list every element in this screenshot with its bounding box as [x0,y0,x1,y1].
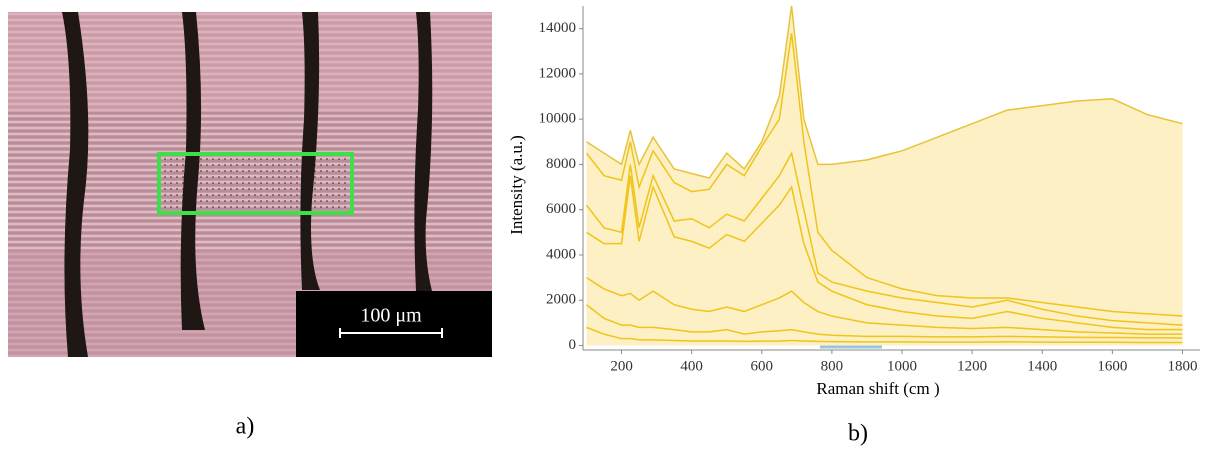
y-tick-label: 14000 [539,20,577,36]
spectrum-line [586,5,1183,179]
x-tick-label: 1600 [1097,358,1127,374]
area [586,6,1183,346]
spectrum-line [586,175,1183,331]
x-axis-label: Raman shift (cm ) [816,379,939,398]
x-tick-label: 1000 [887,358,917,374]
y-axis-label: Intensity (a.u.) [507,135,526,235]
x-tick-label: 1200 [957,358,987,374]
scale-bar-label: 100 μm [360,305,422,327]
x-tick-label: 200 [610,358,633,374]
spectrum-line [586,326,1183,344]
plot: 0 2000 4000 6000 8000 10000 12000 14000 200 400 60… [539,5,1200,374]
caption-a: a) [236,414,255,440]
x-tick-label: 600 [751,358,774,374]
x-tick-label: 400 [680,358,703,374]
x-tick-label: 800 [821,358,844,374]
y-tick-label: 0 [569,337,577,353]
micrograph: 100 μm [8,12,492,357]
x-tick-label: 1800 [1167,358,1197,374]
y-tick-label: 10000 [539,111,577,127]
x-tick-label: 1400 [1027,358,1057,374]
spectrum-line [586,276,1183,335]
y-tick-label: 2000 [546,292,576,308]
y-tick-label: 8000 [546,156,576,172]
caption-b: b) [848,421,868,447]
y-tick-label: 12000 [539,65,577,81]
spectrum-line [585,150,1183,326]
y-tick-label: 4000 [546,246,576,262]
y-tick-label: 6000 [546,201,576,217]
spectrum-line [585,33,1183,317]
spectrum-line [586,304,1183,339]
